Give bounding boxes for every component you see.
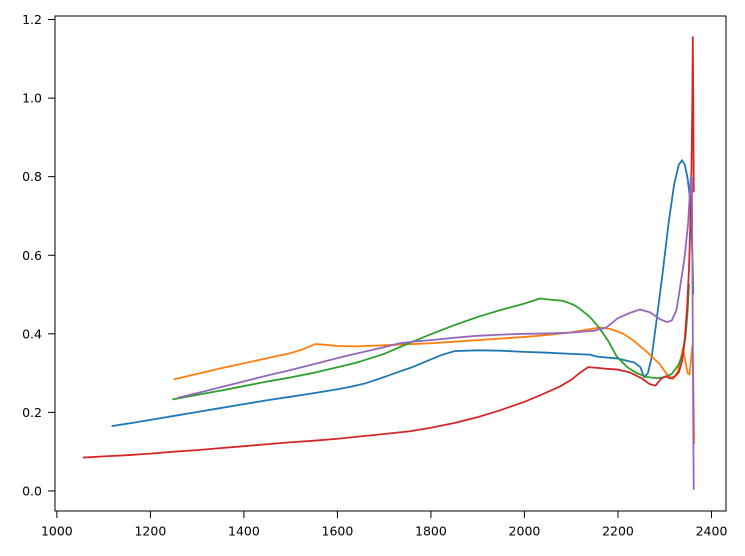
y-axis-tick-label: 1.2 [22,12,42,27]
x-axis-tick-label: 1000 [41,524,73,539]
y-axis-tick-label: 0.2 [22,405,42,420]
x-axis-tick-label: 1200 [134,524,166,539]
series-line-red [83,36,695,459]
series-line-purple [177,174,695,490]
y-axis-tick-label: 1.0 [22,91,42,106]
series-line-blue [111,159,695,428]
x-axis-tick-label: 1600 [322,524,354,539]
y-axis-tick-label: 0.8 [22,169,42,184]
x-axis-tick-label: 2200 [602,524,634,539]
y-axis-tick-label: 0.6 [22,248,42,263]
plot-area-border [54,15,727,512]
x-axis-tick-label: 2000 [509,524,541,539]
y-axis-tick-label: 0.0 [22,483,42,498]
x-axis-tick-label: 1400 [228,524,260,539]
x-axis-tick-label: 1800 [415,524,447,539]
x-axis-tick-label: 2400 [696,524,728,539]
y-axis-tick-label: 0.4 [22,326,42,341]
